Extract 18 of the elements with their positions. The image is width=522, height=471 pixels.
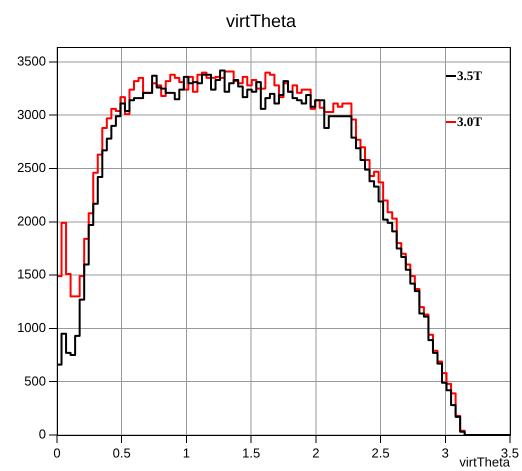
y-tick-label: 500 [24,373,46,388]
y-tick-label: 2000 [17,213,46,228]
y-tick-label: 2500 [17,160,46,176]
y-tick-label: 3000 [17,106,46,122]
x-tick-label: 1 [182,445,190,460]
y-tick-label: 0 [38,426,46,442]
y-tick-label: 1000 [17,320,46,335]
x-tick-label: 2.5 [372,445,390,460]
chart-title: virtTheta [226,10,297,31]
y-tick-label: 3500 [17,54,46,68]
x-tick-label: 2 [312,445,320,460]
y-tick-label: 1500 [17,266,46,282]
x-tick-label: 0.5 [112,445,131,460]
x-tick-label: 1.5 [242,445,260,460]
x-tick-label: 3 [442,445,449,460]
legend-label: 3.0T [457,114,482,130]
x-tick-label: 0 [53,445,61,460]
legend-label: 3.5T [457,68,482,84]
